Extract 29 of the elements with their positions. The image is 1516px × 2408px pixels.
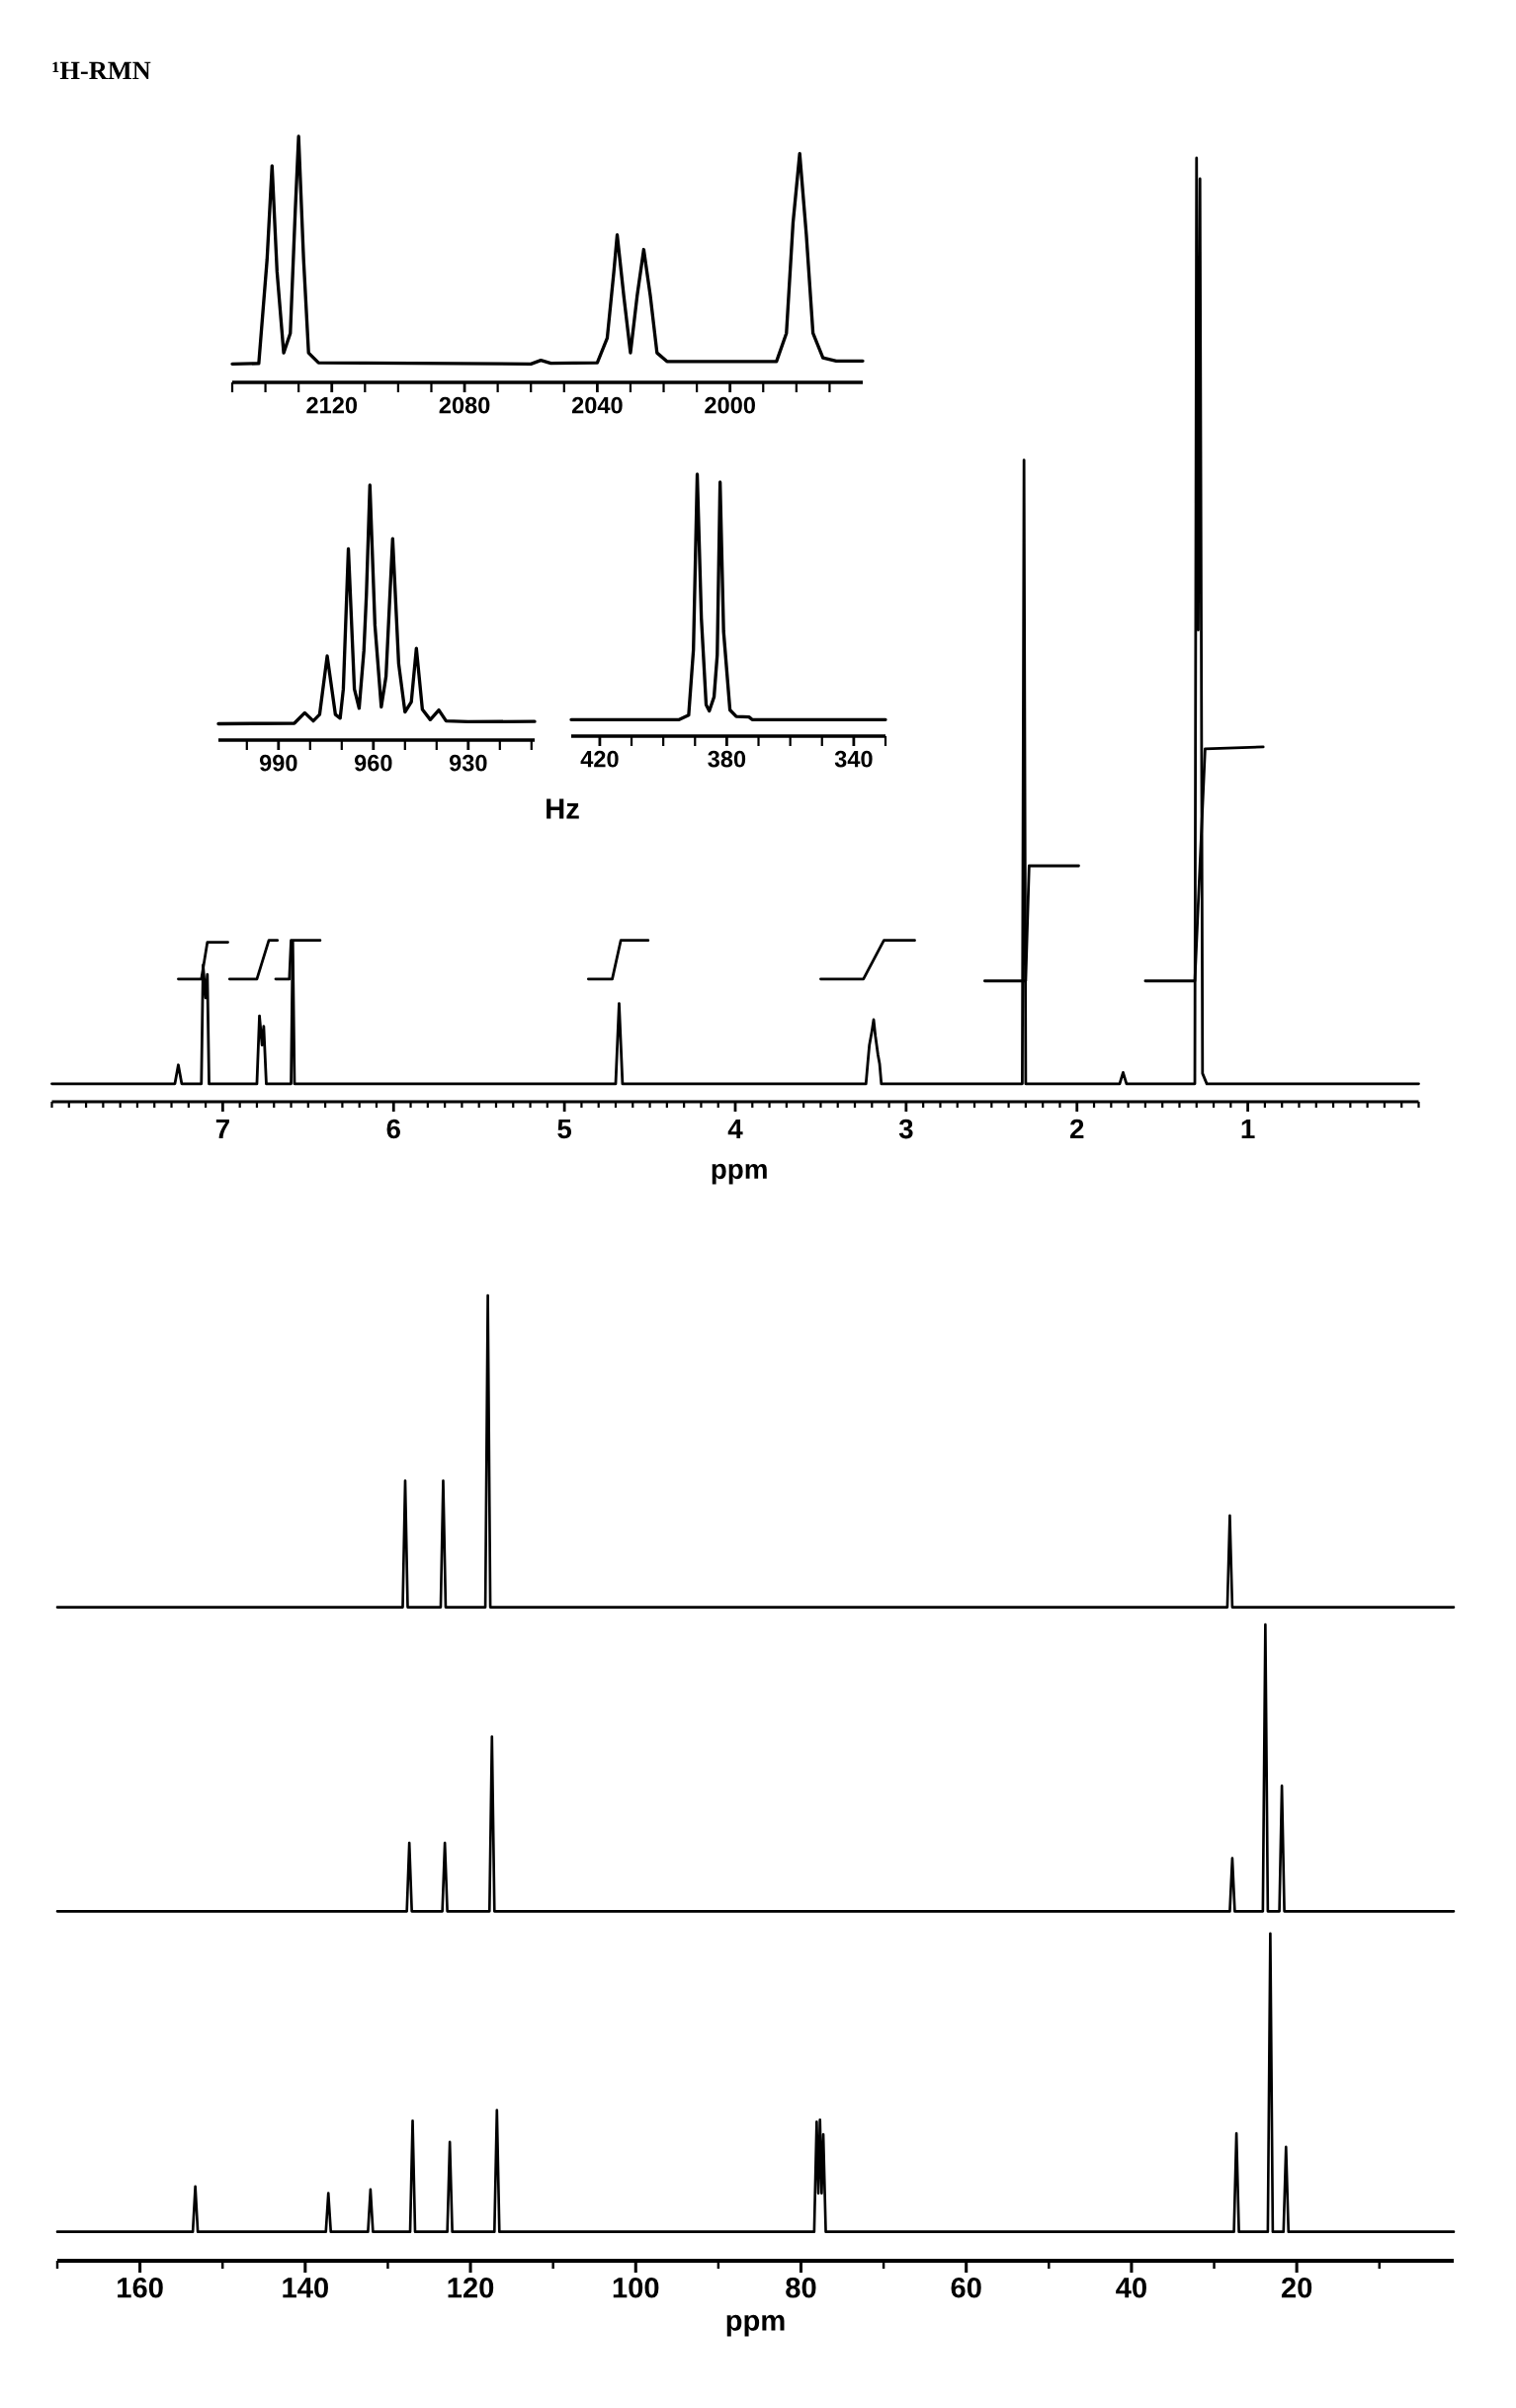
x-tick-label: 140 (283, 2277, 328, 2298)
x-tick-label: 380 (708, 750, 746, 768)
x-tick-label: 2 (1069, 1119, 1084, 1139)
x-tick-label: 340 (834, 750, 873, 768)
x-tick-label: 2080 (439, 396, 490, 414)
x-tick-label: 1 (1241, 1119, 1255, 1139)
x-tick-label: 5 (557, 1119, 572, 1139)
x-tick-label: 990 (259, 754, 297, 772)
x-tick-label: 20 (1281, 2277, 1312, 2298)
x-tick-label: 2120 (306, 396, 358, 414)
x-tick-label: 7 (215, 1119, 229, 1139)
x-tick-label: 3 (898, 1119, 913, 1139)
x-tick-label: 60 (951, 2277, 981, 2298)
x-axis-title: ppm (712, 1163, 767, 1185)
x-axis-title: ppm (726, 2314, 785, 2337)
x-tick-label: 960 (354, 754, 392, 772)
x-tick-label: 160 (118, 2277, 163, 2298)
x-tick-label: 6 (386, 1119, 400, 1139)
x-tick-label: 4 (727, 1119, 743, 1139)
x-tick-label: 100 (613, 2277, 659, 2298)
x-tick-label: 80 (786, 2277, 816, 2298)
x-tick-label: 120 (448, 2277, 494, 2298)
x-axis-title: Hz (547, 798, 579, 819)
x-tick-label: 930 (449, 754, 487, 772)
chart-title: ¹H-RMN (52, 61, 151, 79)
x-tick-label: 420 (580, 750, 619, 768)
x-tick-label: 40 (1116, 2277, 1146, 2298)
x-tick-label: 2040 (571, 396, 623, 414)
x-tick-label: 2000 (705, 396, 755, 414)
